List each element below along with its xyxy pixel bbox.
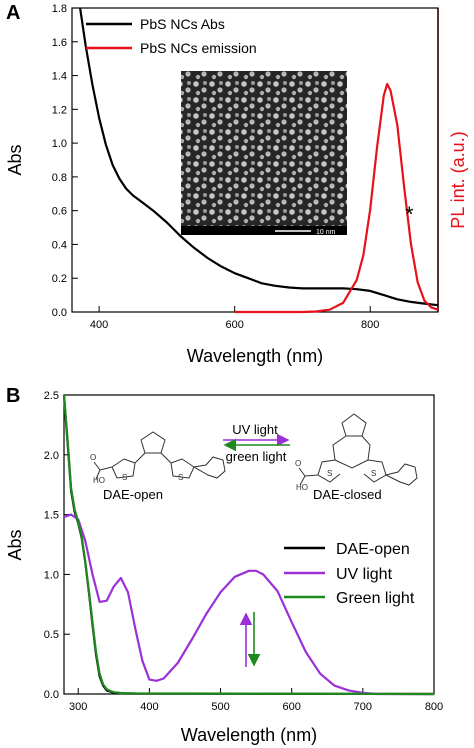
- phenyl-closed: [384, 463, 418, 486]
- panel-a-xlabel: Wavelength (nm): [187, 346, 323, 366]
- panel-b-ytick-label: 2.0: [44, 450, 59, 462]
- carboxyl-open: [93, 461, 113, 480]
- backward-arrow-label: green light: [226, 449, 287, 464]
- sulfur-right-closed: S: [371, 469, 376, 478]
- carboxyl-label-closed: HO: [296, 483, 308, 492]
- panel-b-ticks: 300 400 500 600 700 800 0.0 0.5 1.0 1.5 2.0 2.5: [44, 390, 443, 713]
- panel-b-xlabel: Wavelength (nm): [181, 725, 317, 745]
- panel-b-ytick-label: 1.0: [44, 569, 59, 581]
- tem-scalebar-label: 10 nm: [316, 229, 336, 236]
- cyclopentene-ring-open: [140, 431, 166, 454]
- panel-b: B 300 400 500 600 700 800 0.0 0.5 1.0 1.5 2.0 2.5 H…: [5, 385, 443, 745]
- forward-arrow-label: UV light: [232, 422, 278, 437]
- legend-label-uv: UV light: [336, 566, 393, 583]
- panel-a-ytick-label: 0.2: [52, 273, 67, 285]
- legend-label-green: Green light: [336, 590, 415, 607]
- panel-label-a: A: [6, 2, 20, 24]
- panel-a-ytick-label: 0.4: [52, 239, 67, 251]
- thiophene-left-open: [111, 458, 136, 479]
- panel-b-ytick-label: 1.5: [44, 510, 59, 522]
- panel-a-series-pbs-ncs-abs: [79, 7, 439, 307]
- panel-a-xtick-label: 400: [90, 319, 108, 331]
- panel-a-series-pbs-ncs-emission: [234, 82, 439, 314]
- carboxyl-label-open: HO: [93, 476, 105, 485]
- sulfur-right-open: S: [178, 473, 183, 482]
- panel-b-series-green-light: [62, 394, 435, 696]
- panel-a-ytick-label: 0.8: [52, 172, 67, 184]
- panel-b-ytick-label: 2.5: [44, 390, 59, 402]
- oxygen-closed: O: [295, 459, 301, 468]
- panel-b-xtick-label: 400: [140, 701, 158, 713]
- panel-b-xtick-label: 800: [425, 701, 443, 713]
- panel-a-ytick-label: 1.2: [52, 104, 67, 116]
- sulfur-left-closed: S: [327, 469, 332, 478]
- dae-open-structure: [93, 431, 226, 480]
- tem-scalebar-strip: [181, 226, 347, 235]
- panel-a-ytick-label: 0.0: [52, 307, 67, 319]
- panel-a-ytick-label: 1.6: [52, 37, 67, 49]
- panel-b-ylabel: Abs: [5, 529, 25, 560]
- dae-closed-label: DAE-closed: [313, 487, 382, 502]
- tem-nanocrystals: [181, 71, 347, 227]
- asterisk-annotation: *: [405, 202, 414, 227]
- oxygen-open: O: [90, 453, 96, 462]
- legend-label-abs: PbS NCs Abs: [140, 16, 225, 32]
- panel-a-ytick-label: 0.6: [52, 206, 67, 218]
- panel-b-legend: DAE-open UV light Green light: [284, 541, 415, 607]
- panel-a-xtick-label: 600: [225, 319, 243, 331]
- panel-b-xtick-label: 500: [211, 701, 229, 713]
- panel-b-ytick-label: 0.0: [44, 689, 59, 701]
- panel-b-xtick-label: 700: [354, 701, 372, 713]
- panel-a-ytick-label: 1.0: [52, 138, 67, 150]
- thiophene-right-open: [170, 458, 195, 479]
- panel-a-series: [79, 7, 439, 314]
- panel-b-series: [62, 394, 435, 696]
- panel-b-xtick-label: 600: [283, 701, 301, 713]
- carboxyl-closed: [298, 467, 319, 486]
- legend-label-dae-open: DAE-open: [336, 541, 410, 558]
- panel-b-ytick-label: 0.5: [44, 629, 59, 641]
- sulfur-left-open: S: [122, 473, 127, 482]
- panel-a-ytick-label: 1.8: [52, 3, 67, 15]
- panel-a-legend: PbS NCs Abs PbS NCs emission: [86, 16, 257, 56]
- panel-a-ylabel: Abs: [5, 144, 25, 175]
- tem-inset: 10 nm: [181, 71, 347, 236]
- bridge-bonds-open: [134, 452, 172, 464]
- panel-a-xtick-label: 800: [361, 319, 379, 331]
- legend-label-emission: PbS NCs emission: [140, 40, 257, 56]
- panel-a: A 400 600 800 0.0 0.2 0.4 0.6 0.8 1.0 1.2 1.4 1.6 1.…: [5, 2, 468, 366]
- panel-a-ytick-label: 1.4: [52, 71, 67, 83]
- panel-b-series-uv-light: [63, 513, 434, 696]
- cyclopentene-ring-closed: [341, 413, 367, 437]
- phenyl-open: [192, 456, 226, 479]
- panel-label-b: B: [6, 385, 20, 407]
- dae-closed-structure: [298, 413, 418, 486]
- dae-open-label: DAE-open: [103, 487, 163, 502]
- hexatriene-ring-closed: [332, 435, 371, 469]
- panel-a-y2label: PL int. (a.u.): [448, 131, 468, 228]
- panel-b-xtick-label: 300: [69, 701, 87, 713]
